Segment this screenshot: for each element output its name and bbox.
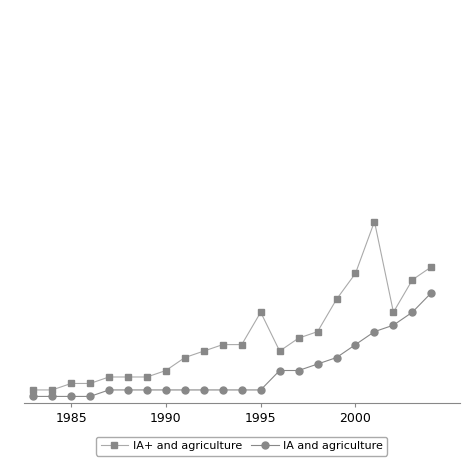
Legend: IA+ and agriculture, IA and agriculture: IA+ and agriculture, IA and agriculture	[96, 437, 387, 456]
